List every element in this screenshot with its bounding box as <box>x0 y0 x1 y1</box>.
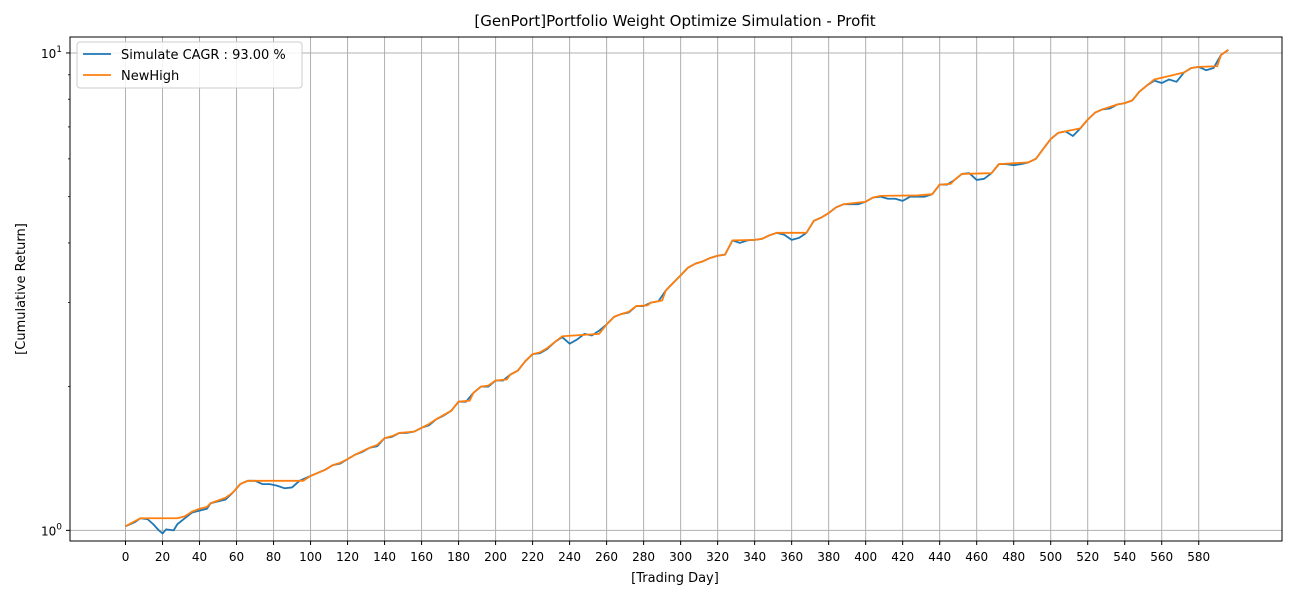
y-tick-base: 10 <box>41 47 56 61</box>
x-tick-label: 500 <box>1039 550 1062 564</box>
x-tick-label: 480 <box>1002 550 1025 564</box>
x-tick-label: 240 <box>558 550 581 564</box>
x-tick-label: 340 <box>743 550 766 564</box>
x-tick-label: 580 <box>1187 550 1210 564</box>
y-tick-exponent: 1 <box>56 45 62 55</box>
y-tick-label: 101 <box>41 45 62 61</box>
x-tick-label: 200 <box>484 550 507 564</box>
y-tick-label: 100 <box>41 522 62 538</box>
x-tick-label: 300 <box>669 550 692 564</box>
x-tick-label: 100 <box>299 550 322 564</box>
x-tick-label: 520 <box>1076 550 1099 564</box>
x-tick-label: 20 <box>155 550 170 564</box>
x-tick-label: 140 <box>373 550 396 564</box>
x-tick-label: 0 <box>122 550 130 564</box>
x-tick-label: 320 <box>706 550 729 564</box>
plot-frame <box>69 36 1283 542</box>
legend-label-1: NewHigh <box>121 69 179 84</box>
grid <box>70 37 1282 541</box>
x-tick-label: 220 <box>521 550 544 564</box>
series-group <box>125 49 1229 535</box>
x-tick-label: 120 <box>336 550 359 564</box>
y-tick-base: 10 <box>41 524 56 538</box>
x-tick-label: 80 <box>266 550 281 564</box>
x-axis-label: [Trading Day] <box>631 571 719 586</box>
x-tick-label: 560 <box>1150 550 1173 564</box>
x-tick-label: 540 <box>1113 550 1136 564</box>
legend: Simulate CAGR : 93.00 % NewHigh <box>76 41 303 89</box>
x-tick-label: 380 <box>817 550 840 564</box>
x-tick-label: 40 <box>192 550 207 564</box>
x-tick-label: 460 <box>965 550 988 564</box>
series-line-1 <box>125 49 1229 528</box>
x-tick-label: 440 <box>928 550 951 564</box>
y-axis-label: [Cumulative Return] <box>14 223 29 355</box>
x-tick-label: 180 <box>447 550 470 564</box>
x-tick-label: 160 <box>410 550 433 564</box>
legend-label-0: Simulate CAGR : 93.00 % <box>121 48 286 63</box>
x-tick-label: 260 <box>595 550 618 564</box>
x-tick-label: 400 <box>854 550 877 564</box>
x-tick-label: 280 <box>632 550 655 564</box>
axis-ticks: 0 20 40 60 80 100 120 140 160 180 200 220 240 260 280 3… <box>41 45 1210 564</box>
x-tick-label: 360 <box>780 550 803 564</box>
legend-box <box>76 41 303 89</box>
chart-title: [GenPort]Portfolio Weight Optimize Simul… <box>474 12 875 30</box>
x-tick-label: 420 <box>891 550 914 564</box>
y-tick-exponent: 0 <box>56 522 62 532</box>
x-tick-label: 60 <box>229 550 244 564</box>
